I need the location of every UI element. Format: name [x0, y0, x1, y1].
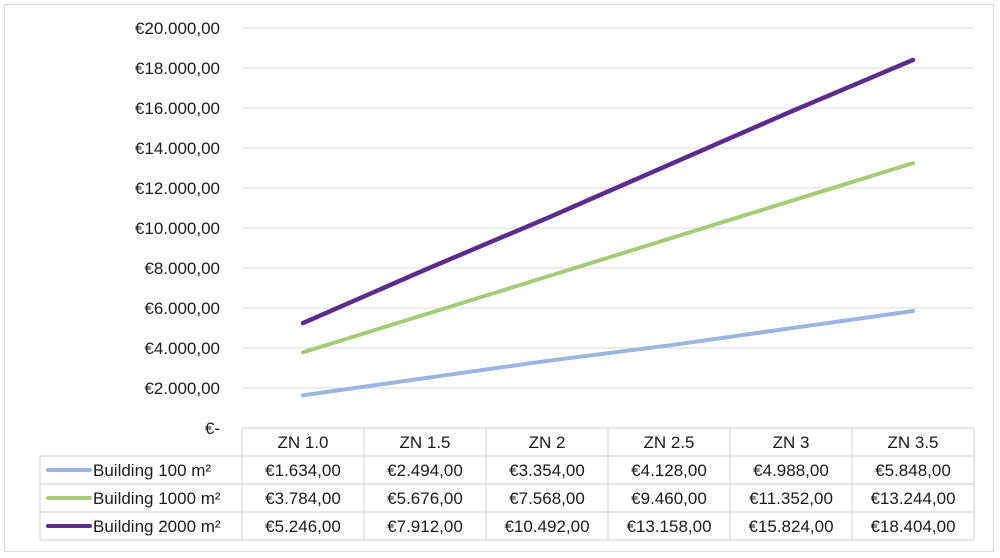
y-tick-label: €10.000,00: [135, 219, 220, 238]
y-tick-label: €20.000,00: [135, 19, 220, 38]
data-label: €13.158,00: [626, 517, 711, 536]
data-table: ZN 1.0 ZN 1.5 ZN 2 ZN 2.5 ZN 3 ZN 3.5 Building…: [39, 427, 975, 541]
data-label: €5.246,00: [265, 517, 341, 536]
x-category-label: ZN 2.5: [643, 433, 694, 452]
series-line-1: [301, 309, 915, 398]
y-tick-label: €6.000,00: [144, 299, 220, 318]
data-label: €1.634,00: [265, 461, 341, 480]
data-label: €4.128,00: [631, 461, 707, 480]
data-label: €3.354,00: [509, 461, 585, 480]
y-tick-label: €4.000,00: [144, 339, 220, 358]
y-axis-tick-labels: €- €2.000,00 €4.000,00 €6.000,00 €8.000,00 €1…: [135, 19, 220, 438]
series-line-3: [300, 57, 916, 326]
data-label: €7.912,00: [387, 517, 463, 536]
legend-label: Building 100 m²: [93, 461, 211, 480]
data-label: €7.568,00: [509, 489, 585, 508]
x-category-label: ZN 1.0: [277, 433, 328, 452]
series-line-2: [301, 161, 915, 355]
y-tick-label: €12.000,00: [135, 179, 220, 198]
y-tick-label: €8.000,00: [144, 259, 220, 278]
data-label: €10.492,00: [504, 517, 589, 536]
x-category-label: ZN 1.5: [399, 433, 450, 452]
x-category-label: ZN 3: [773, 433, 810, 452]
data-label: €18.404,00: [870, 517, 955, 536]
data-label: €4.988,00: [753, 461, 829, 480]
y-tick-label: €18.000,00: [135, 59, 220, 78]
data-label: €15.824,00: [748, 517, 833, 536]
data-label: €2.494,00: [387, 461, 463, 480]
y-tick-label: €2.000,00: [144, 379, 220, 398]
x-category-label: ZN 2: [529, 433, 566, 452]
y-tick-label: €16.000,00: [135, 99, 220, 118]
legend-label: Building 2000 m²: [93, 517, 221, 536]
data-label: €13.244,00: [870, 489, 955, 508]
data-label: €3.784,00: [265, 489, 341, 508]
data-label: €9.460,00: [631, 489, 707, 508]
x-category-label: ZN 3.5: [887, 433, 938, 452]
data-label: €11.352,00: [749, 489, 833, 508]
legend-label: Building 1000 m²: [93, 489, 221, 508]
y-tick-label: €-: [205, 419, 220, 438]
data-label: €5.676,00: [387, 489, 463, 508]
series-lines: [300, 57, 916, 398]
y-tick-label: €14.000,00: [135, 139, 220, 158]
data-label: €5.848,00: [875, 461, 951, 480]
